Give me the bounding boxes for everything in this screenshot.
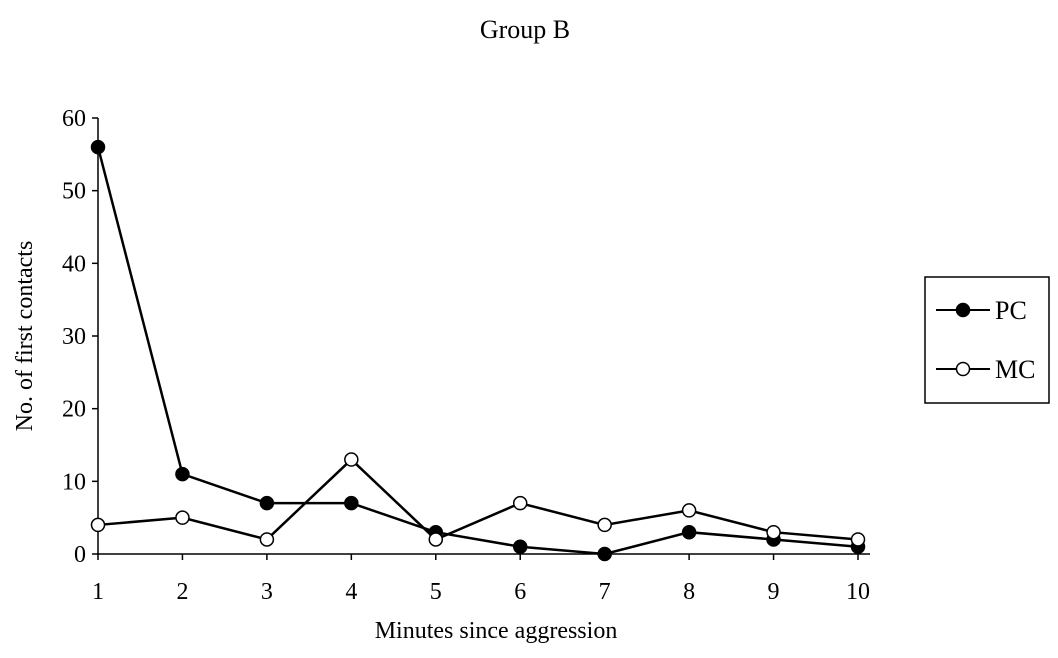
data-point-mc: [512, 495, 528, 511]
x-tick-label: 1: [92, 579, 104, 605]
data-point-pc: [512, 539, 528, 554]
legend-mc-label: MC: [995, 355, 1035, 384]
data-point-mc: [90, 517, 106, 533]
series-pc: [90, 139, 866, 562]
y-axis-ticks: 0 10 20 30 40 50 60: [62, 106, 98, 568]
legend-box: [924, 276, 1050, 404]
series-mc: [90, 452, 866, 547]
data-point-mc: [766, 524, 781, 540]
data-point-pc: [90, 139, 106, 155]
x-tick-label: 6: [514, 579, 526, 605]
data-point-mc: [681, 503, 697, 518]
x-tick-label: 4: [345, 579, 357, 605]
data-point-mc: [428, 532, 444, 547]
y-tick-label: 30: [62, 324, 86, 350]
series-line-pc: [96, 146, 859, 556]
chart-title: Group B: [480, 15, 570, 44]
x-tick-label: 8: [683, 579, 695, 605]
data-point-pc: [597, 546, 612, 562]
y-tick-label: 50: [62, 179, 86, 205]
legend-pc-label: PC: [995, 296, 1027, 325]
data-point-pc: [175, 466, 190, 482]
x-tick-label: 10: [846, 579, 870, 605]
data-point-mc: [259, 532, 275, 547]
y-axis-label: No. of first contacts: [12, 241, 38, 432]
y-tick-label: 10: [62, 469, 86, 495]
data-point-pc: [344, 495, 359, 511]
plot-area: [90, 139, 866, 562]
x-tick-label: 9: [768, 579, 780, 605]
y-tick-label: 0: [74, 542, 86, 568]
x-axis-label: Minutes since aggression: [375, 618, 618, 644]
x-tick-label: 3: [261, 579, 273, 605]
y-tick-label: 20: [62, 397, 86, 423]
data-point-mc: [344, 452, 359, 467]
data-point-pc: [259, 495, 275, 511]
legend-pc-marker: [955, 302, 971, 318]
data-point-mc: [597, 517, 612, 533]
legend: PC MC: [924, 276, 1050, 404]
data-point-mc: [850, 532, 866, 547]
y-tick-label: 60: [62, 106, 86, 132]
data-point-mc: [175, 510, 190, 525]
y-tick-label: 40: [62, 251, 86, 277]
x-tick-label: 5: [430, 579, 442, 605]
x-tick-label: 7: [599, 579, 611, 605]
data-point-pc: [681, 524, 697, 540]
x-axis-ticks: 1 2 3 4 5 6 7 8 9 10: [92, 554, 870, 605]
series-line-mc: [97, 457, 859, 541]
legend-mc-marker: [955, 361, 971, 377]
x-tick-label: 2: [176, 579, 188, 605]
